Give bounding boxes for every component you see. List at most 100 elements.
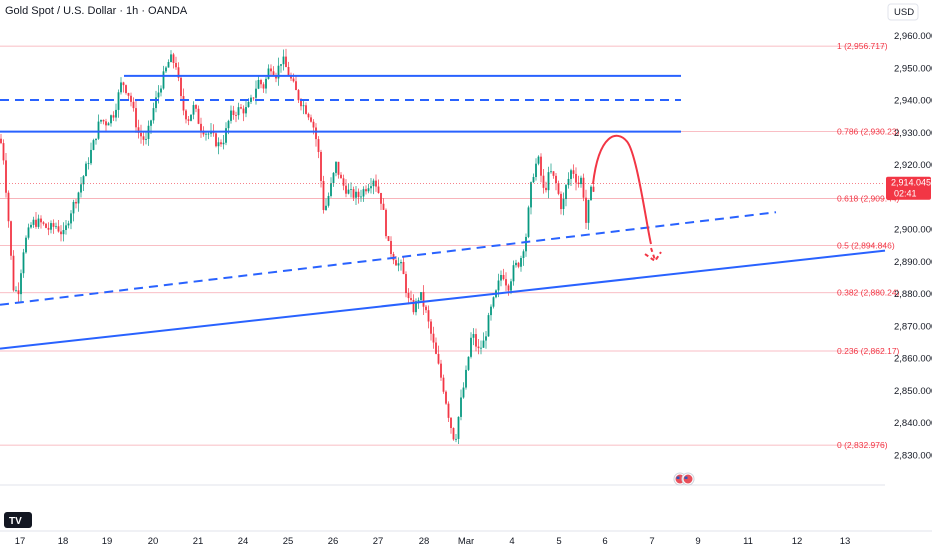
time-tick-label: 17: [15, 536, 26, 547]
candle-body: [400, 261, 402, 264]
candle-body: [502, 274, 505, 280]
time-tick-label: 20: [148, 536, 159, 547]
candle-body: [370, 186, 372, 189]
candle-body: [272, 71, 275, 76]
candle-body: [290, 75, 292, 79]
candle-body: [315, 127, 317, 140]
candle-body: [485, 336, 487, 341]
candle-body: [590, 186, 592, 200]
candle-body: [350, 189, 352, 190]
currency-label-box[interactable]: [887, 3, 919, 21]
time-axis[interactable]: 17 18 19 20 21 24 25 26 27 28 Mar 4 5 6 7 9 11 12 13: [15, 536, 851, 547]
candle-body: [497, 280, 500, 291]
candle-body: [187, 119, 190, 121]
bar-countdown: 02:41: [894, 189, 917, 199]
rising-trendline-solid[interactable]: [0, 249, 886, 350]
candle-body: [545, 187, 547, 191]
candle-body: [115, 109, 117, 118]
candle-body: [407, 293, 410, 299]
candle-body: [377, 186, 380, 193]
candle-body: [365, 189, 367, 192]
candle-body: [30, 224, 32, 228]
rising-trendline-dashed[interactable]: [0, 211, 777, 306]
tradingview-logo[interactable]: TV: [4, 512, 32, 528]
candle-body: [27, 227, 30, 238]
candle-body: [85, 163, 87, 177]
candle-body: [535, 163, 537, 178]
candle-body: [380, 192, 382, 204]
candle-body: [217, 142, 220, 147]
candle-body: [517, 262, 520, 267]
candle-body: [70, 213, 72, 224]
candle-body: [515, 262, 517, 266]
price-tick-label: 2,930.000: [894, 128, 932, 139]
candle-body: [372, 180, 375, 187]
candle-body: [80, 184, 82, 193]
candle-body: [192, 105, 195, 115]
candle-body: [47, 227, 50, 230]
price-tick-label: 2,870.000: [894, 321, 932, 332]
candle-body: [227, 120, 230, 129]
candle-body: [397, 263, 400, 266]
candle-body: [22, 252, 25, 274]
candle-body: [317, 139, 320, 152]
candle-body: [45, 223, 47, 228]
candle-body: [140, 132, 142, 137]
candle-body: [572, 170, 575, 174]
candle-body: [475, 334, 477, 347]
candle-body: [185, 110, 187, 120]
candle-body: [107, 123, 110, 126]
candle-body: [562, 199, 565, 210]
price-tick-label: 2,880.000: [894, 289, 932, 300]
forecast-annotation[interactable]: [592, 134, 662, 263]
time-tick-label: 9: [695, 536, 700, 547]
candle-body: [532, 177, 535, 183]
candle-body: [57, 226, 60, 232]
candle-body: [17, 290, 20, 295]
trend-annotations[interactable]: [0, 74, 886, 350]
candle-body: [395, 260, 397, 266]
candle-body: [455, 438, 457, 440]
candle-body: [367, 188, 370, 192]
candle-body: [142, 136, 145, 140]
price-axis[interactable]: 2,960.000 2,950.000 2,940.000 2,930.000 2,92…: [894, 31, 932, 461]
candle-body: [542, 175, 545, 188]
price-tick-label: 2,890.000: [894, 257, 932, 268]
candle-body: [180, 77, 182, 97]
candle-body: [462, 387, 465, 398]
candle-body: [270, 68, 272, 72]
candle-body: [207, 133, 210, 135]
price-tick-label: 2,900.000: [894, 225, 932, 236]
candle-body: [412, 299, 415, 313]
candle-body: [507, 285, 510, 291]
candle-body: [132, 101, 135, 109]
fib-level-label: 0.786 (2,930.23): [837, 127, 900, 137]
candle-body: [530, 182, 532, 208]
candle-body: [360, 196, 362, 198]
candle-body: [245, 107, 247, 114]
candle-body: [280, 64, 282, 66]
candle-body: [282, 56, 285, 65]
candle-body: [435, 342, 437, 354]
candle-body: [52, 223, 55, 227]
candle-body: [252, 97, 255, 99]
forecast-curve[interactable]: [592, 134, 652, 245]
us-flag-events-icon[interactable]: [673, 472, 695, 486]
fibonacci-retracement[interactable]: 1 (2,956.717) 0.786 (2,930.23) 0.618 (2,90…: [0, 41, 900, 450]
candle-body: [162, 71, 165, 89]
candle-body: [465, 369, 467, 388]
forecast-dash[interactable]: [650, 247, 656, 261]
candle-body: [342, 178, 345, 186]
candle-body: [332, 172, 335, 184]
candle-body: [105, 121, 107, 126]
candle-body: [387, 236, 390, 241]
candle-body: [490, 306, 492, 316]
candle-body: [522, 251, 525, 259]
candle-body: [152, 108, 155, 121]
candle-body: [310, 117, 312, 122]
candle-body: [520, 258, 522, 267]
price-tick-label: 2,830.000: [894, 450, 932, 461]
candle-body: [75, 201, 77, 204]
candle-body: [330, 183, 332, 196]
